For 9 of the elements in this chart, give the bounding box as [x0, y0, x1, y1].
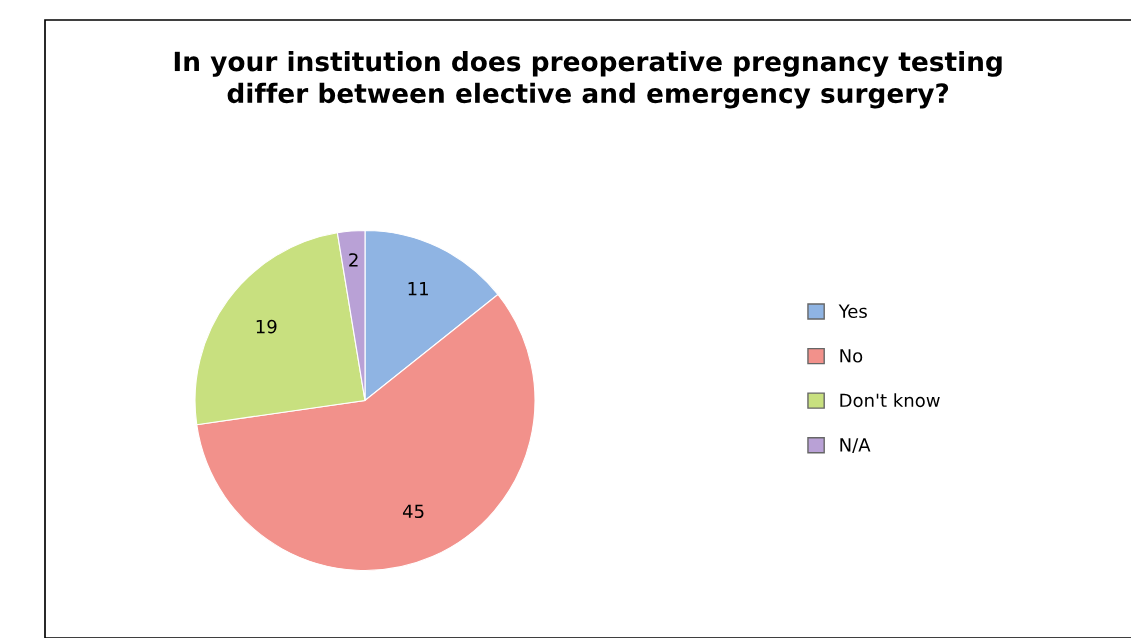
data-label: 19 — [256, 319, 277, 334]
data-label: 45 — [402, 504, 424, 519]
legend-label: Don't know — [840, 393, 940, 408]
legend-label: Yes — [838, 304, 867, 319]
legend-label: No — [840, 349, 863, 363]
data-label: 2 — [349, 253, 358, 267]
chart-title: In your institution does preoperative pregnancy testing differ between elective and emergency surgery? — [174, 51, 1002, 109]
data-label: 11 — [408, 282, 428, 296]
legend-label: N/A — [840, 438, 871, 454]
